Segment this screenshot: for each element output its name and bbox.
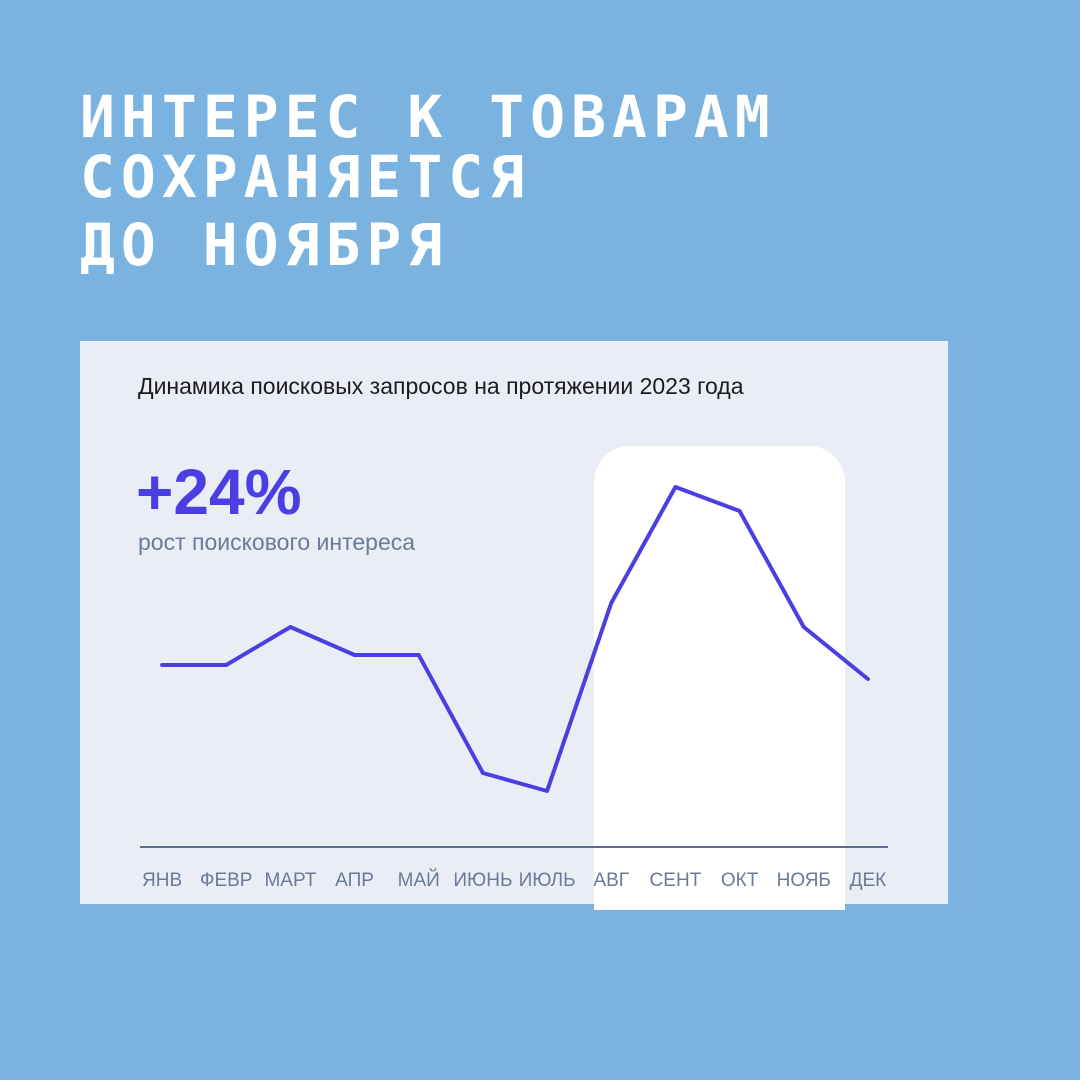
line xyxy=(160,485,870,793)
x-tick-label: НОЯБ xyxy=(777,870,831,891)
background xyxy=(80,904,1080,1080)
highlight xyxy=(594,446,845,916)
annotation-caption: рост поискового интереса xyxy=(138,529,415,555)
chart-title: Динамика поисковых запросов на протяжени… xyxy=(138,373,744,399)
highlight xyxy=(594,880,845,910)
x-tick-label: ДЕК xyxy=(850,870,887,891)
x-tick-label: АВГ xyxy=(593,870,629,891)
x-tick-label: ФЕВР xyxy=(200,870,252,891)
x-tick-label: СЕНТ xyxy=(650,870,702,891)
x-tick-label: ИЮНЬ xyxy=(453,870,512,891)
x-tick-label: МАРТ xyxy=(264,870,316,891)
x-tick-label: ОКТ xyxy=(721,870,759,891)
x-tick-label: МАЙ xyxy=(398,869,440,891)
x-tick-label: ИЮЛЬ xyxy=(519,870,576,891)
headline: ДО НОЯБРЯ xyxy=(80,211,448,279)
headline: СОХРАНЯЕТСЯ xyxy=(80,143,530,211)
annotation: +24% xyxy=(136,456,301,528)
headline: ИНТЕРЕС К ТОВАРАМ xyxy=(80,83,776,151)
x-tick-label: ЯНВ xyxy=(142,870,182,891)
x-tick-label: АПР xyxy=(335,870,374,891)
